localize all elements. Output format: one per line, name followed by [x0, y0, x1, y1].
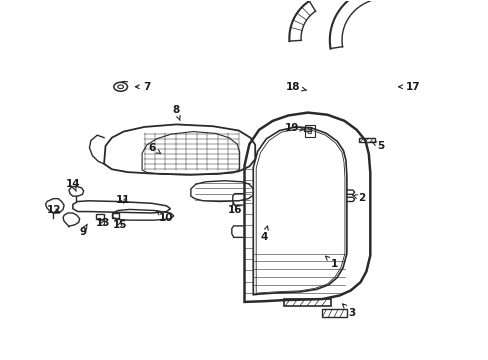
Bar — [304, 127, 310, 131]
Bar — [305, 126, 314, 137]
Text: 16: 16 — [227, 203, 242, 216]
Text: 9: 9 — [79, 224, 87, 237]
Text: 3: 3 — [342, 304, 355, 318]
Text: 6: 6 — [148, 143, 161, 154]
Text: 11: 11 — [115, 195, 130, 205]
Text: 10: 10 — [156, 211, 173, 222]
Text: 8: 8 — [172, 105, 180, 121]
Text: 19: 19 — [285, 123, 303, 133]
Text: 2: 2 — [352, 193, 365, 203]
Text: 13: 13 — [96, 218, 110, 228]
Text: 18: 18 — [285, 82, 305, 92]
Text: 12: 12 — [47, 206, 61, 216]
Text: 1: 1 — [325, 256, 338, 269]
Text: 17: 17 — [398, 82, 419, 92]
Text: 7: 7 — [135, 82, 150, 92]
Text: 14: 14 — [65, 179, 80, 192]
Text: 5: 5 — [371, 141, 384, 151]
Text: 15: 15 — [113, 220, 127, 230]
Text: 4: 4 — [260, 226, 268, 242]
